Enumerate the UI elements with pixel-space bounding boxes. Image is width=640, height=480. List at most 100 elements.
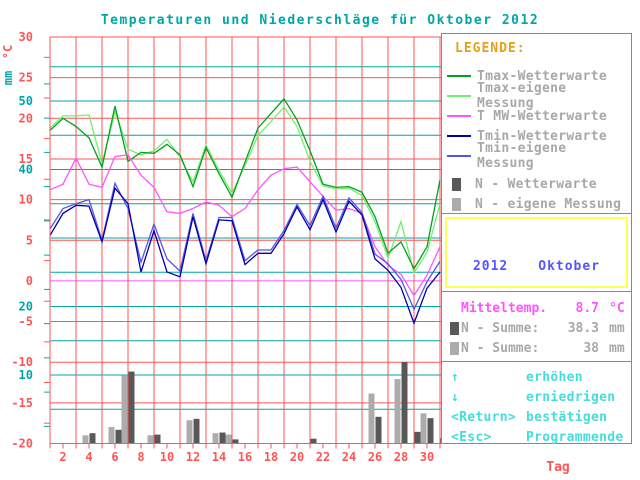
temp-tick-label: 0 bbox=[26, 274, 33, 288]
mm-tick-label: 40 bbox=[19, 163, 33, 177]
keyboard-help: ↑ erhöhen ↓ erniedrigen <Return> bestätigen <E… bbox=[442, 367, 631, 447]
precip-bar bbox=[232, 439, 239, 444]
help-action: bestätigen bbox=[526, 409, 608, 425]
day-tick-label: 4 bbox=[85, 450, 92, 464]
legend-bar-swatch bbox=[452, 177, 461, 191]
legend-item-label: N - eigene Messung bbox=[475, 196, 622, 212]
stats-panel: Mitteltemp. 8.7 °C N - Summe: 38.3 mm N … bbox=[441, 291, 632, 362]
mean-temp-row: Mitteltemp. 8.7 °C bbox=[442, 298, 631, 318]
period-box: 2012 Oktober bbox=[445, 217, 628, 288]
legend-item: T MW-Wetterwarte bbox=[442, 106, 631, 126]
precip-bar bbox=[108, 427, 115, 444]
precip-bar bbox=[128, 371, 135, 444]
precip-bar bbox=[219, 432, 226, 444]
help-action: Programmende bbox=[526, 429, 624, 445]
year-value[interactable]: 2012 bbox=[472, 259, 509, 274]
day-tick-label: 24 bbox=[342, 450, 356, 464]
day-tick-label: 18 bbox=[264, 450, 278, 464]
legend-panel: LEGENDE: Tmax-Wetterwarte Tmax-eigene Mes… bbox=[441, 33, 632, 214]
precip-bar bbox=[115, 429, 122, 444]
day-tick-label: 28 bbox=[394, 450, 408, 464]
mean-temp-label: Mitteltemp. bbox=[461, 300, 548, 316]
day-tick-label: 14 bbox=[212, 450, 226, 464]
temp-tick-label: -15 bbox=[11, 396, 33, 410]
page-title: Temperaturen und Niederschläge für Oktob… bbox=[100, 13, 540, 28]
legend-item-label: Tmax-Wetterwarte bbox=[477, 68, 608, 84]
precip-bar bbox=[193, 418, 200, 444]
day-tick-label: 26 bbox=[368, 450, 382, 464]
legend-item-label: Tmax-eigene Messung bbox=[477, 81, 567, 111]
precip-bar bbox=[394, 379, 401, 444]
month-value[interactable]: Oktober bbox=[538, 259, 601, 274]
day-tick-label: 22 bbox=[316, 450, 330, 464]
legend-line-swatch bbox=[447, 155, 471, 157]
precip-bar bbox=[401, 361, 408, 444]
precip-bar bbox=[121, 375, 128, 444]
precip-eigene-swatch bbox=[450, 341, 459, 355]
help-key: <Return> bbox=[451, 409, 517, 425]
precip-sum-ww-value: 38.3 bbox=[567, 320, 599, 336]
precip-ww-swatch bbox=[450, 321, 459, 335]
day-tick-label: 16 bbox=[238, 450, 252, 464]
legend-line-swatch bbox=[447, 75, 471, 77]
temp-tick-label: 30 bbox=[19, 30, 33, 44]
precip-sum-eigene-label: N - Summe: bbox=[461, 340, 540, 356]
help-row: <Return> bestätigen bbox=[442, 407, 631, 427]
precip-bar bbox=[375, 416, 382, 444]
precip-sum-eigene-unit: mm bbox=[609, 340, 625, 356]
temp-tick-label: 25 bbox=[19, 71, 33, 85]
legend-item-label: Tmin-Wetterwarte bbox=[477, 128, 608, 144]
mm-axis-unit: mm bbox=[1, 71, 15, 85]
temp-tick-label: 15 bbox=[19, 152, 33, 166]
precip-sum-ww-row: N - Summe: 38.3 mm bbox=[442, 318, 631, 338]
temp-tick-label: 10 bbox=[19, 193, 33, 207]
legend-item: N - Wetterwarte bbox=[442, 174, 631, 194]
precip-bar bbox=[186, 420, 193, 444]
help-key: ↑ bbox=[451, 369, 460, 385]
period-panel: 2012 Oktober bbox=[441, 213, 632, 292]
day-tick-label: 8 bbox=[137, 450, 144, 464]
day-tick-label: 20 bbox=[290, 450, 304, 464]
precip-bar bbox=[368, 393, 375, 444]
day-tick-label: 10 bbox=[160, 450, 174, 464]
temp-curve bbox=[49, 181, 441, 311]
legend-item: Tmax-eigene Messung bbox=[442, 81, 631, 111]
temp-curve bbox=[49, 186, 441, 326]
temp-tick-label: -20 bbox=[11, 437, 33, 451]
day-tick-label: 2 bbox=[59, 450, 66, 464]
help-action: erniedrigen bbox=[526, 389, 616, 405]
help-row: <Esc> Programmende bbox=[442, 427, 631, 447]
temp-axis-unit: °C bbox=[1, 45, 15, 59]
precip-sum-eigene-value: 38 bbox=[583, 340, 599, 356]
temp-tick-label: -10 bbox=[11, 355, 33, 369]
temp-curve bbox=[49, 105, 441, 275]
precip-bar bbox=[154, 434, 161, 444]
help-action: erhöhen bbox=[526, 369, 583, 385]
help-row: ↑ erhöhen bbox=[442, 367, 631, 387]
help-row: ↓ erniedrigen bbox=[442, 387, 631, 407]
mm-tick-label: 50 bbox=[19, 94, 33, 108]
precip-bar bbox=[225, 434, 232, 444]
day-tick-label: 30 bbox=[420, 450, 434, 464]
legend-item: N - eigene Messung bbox=[442, 194, 631, 214]
precip-sum-eigene-row: N - Summe: 38 mm bbox=[442, 338, 631, 358]
precip-bar bbox=[82, 435, 89, 444]
legend-heading: LEGENDE: bbox=[455, 41, 526, 56]
precip-bar bbox=[427, 418, 434, 444]
temp-tick-label: 5 bbox=[26, 233, 33, 247]
temp-tick-label: 20 bbox=[19, 111, 33, 125]
help-panel: ↑ erhöhen ↓ erniedrigen <Return> bestätigen <E… bbox=[441, 361, 632, 447]
day-tick-label: 12 bbox=[186, 450, 200, 464]
legend-bar-swatch bbox=[452, 197, 461, 211]
mean-temp-unit: °C bbox=[609, 300, 625, 316]
legend-item: Tmax-Wetterwarte bbox=[442, 66, 631, 86]
precip-bar bbox=[212, 433, 219, 444]
x-axis-label: Tag bbox=[546, 460, 569, 475]
precip-bar bbox=[147, 435, 154, 444]
mm-tick-label: 20 bbox=[19, 300, 33, 314]
help-key: ↓ bbox=[451, 389, 460, 405]
legend-item-label: Tmin-eigene Messung bbox=[477, 141, 567, 171]
mm-tick-label: 10 bbox=[19, 368, 33, 382]
